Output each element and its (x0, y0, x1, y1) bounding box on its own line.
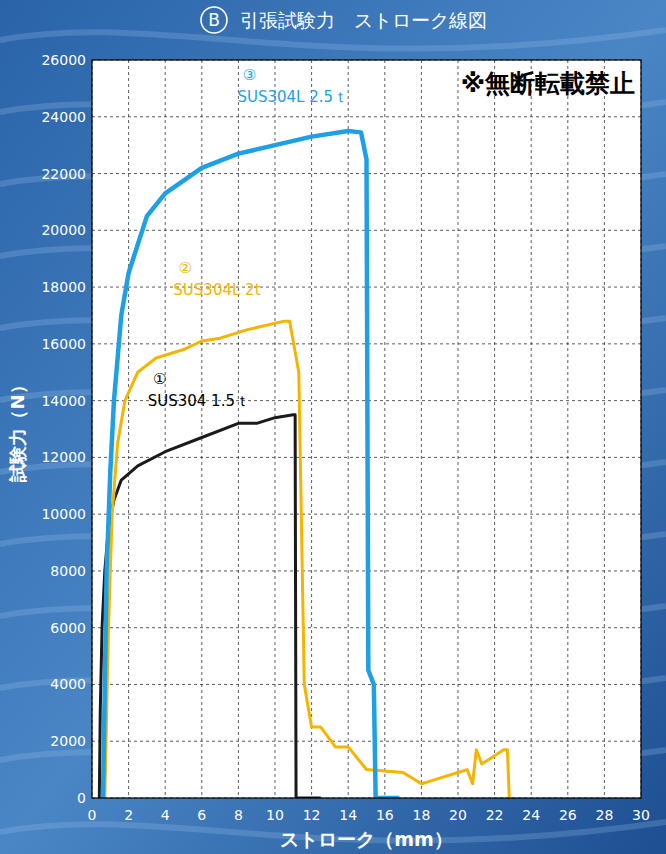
y-tick-label: 22000 (41, 166, 86, 182)
grid-line-x (311, 60, 312, 798)
grid-line-x (604, 60, 605, 798)
background (0, 0, 666, 854)
grid-line-x (238, 60, 239, 798)
x-tick-label: 6 (197, 807, 206, 823)
y-tick-label: 14000 (41, 393, 86, 409)
grid-line-x (421, 60, 422, 798)
y-tick-label: 18000 (41, 279, 86, 295)
y-tick-label: 2000 (50, 733, 86, 749)
legend-entry: SUS304 1.5ｔ (148, 392, 250, 410)
title: 引張試験力 ストローク線図 (240, 9, 487, 31)
grid-line-x (165, 60, 166, 798)
x-tick-label: 0 (88, 807, 97, 823)
x-tick-label: 24 (522, 807, 540, 823)
y-tick-label: 6000 (50, 620, 86, 636)
series-label-number: ① (153, 370, 166, 388)
x-tick-label: 16 (376, 807, 394, 823)
x-tick-label: 4 (161, 807, 170, 823)
grid-line-y (92, 116, 641, 117)
series-group (99, 131, 509, 798)
legend-entry: SUS304L 2.5ｔ (237, 88, 348, 106)
grid-line-x (348, 60, 349, 798)
series-label-number: ② (179, 259, 192, 277)
y-tick-label: 16000 (41, 336, 86, 352)
grid-line-x (567, 60, 568, 798)
title-group: B 引張試験力 ストローク線図 (201, 7, 487, 33)
y-tick-label: 20000 (41, 222, 86, 238)
y-tick-label: 8000 (50, 563, 86, 579)
series-line (99, 415, 320, 798)
y-tick-label: 10000 (41, 506, 86, 522)
y-tick-label: 0 (77, 790, 86, 806)
x-axis-title: ストローク（mm） (280, 828, 453, 850)
series-label-number: ③ (243, 66, 256, 84)
grid-line-x (128, 60, 129, 798)
x-tick-label: 30 (632, 807, 650, 823)
wave (0, 30, 666, 49)
plot-frame (92, 60, 641, 798)
annotation: ※無断転載禁止 (461, 69, 635, 98)
plot-area (92, 60, 641, 798)
grid-line-x (458, 60, 459, 798)
title-mark-circle (201, 7, 227, 33)
grid-line-x (494, 60, 495, 798)
legend-entry: SUS304L 2t (173, 281, 260, 299)
x-tick-label: 20 (449, 807, 467, 823)
y-tick-label: 26000 (41, 52, 86, 68)
grid-line-y (92, 741, 641, 742)
y-tick-label: 12000 (41, 449, 86, 465)
series-line (103, 131, 399, 798)
grid-line-x (275, 60, 276, 798)
x-tick-label: 12 (303, 807, 321, 823)
y-tick-label: 4000 (50, 676, 86, 692)
x-tick-label: 22 (486, 807, 504, 823)
x-tick-label: 2 (124, 807, 133, 823)
chart: B引張試験力 ストローク線図02468101214161820222426283… (0, 0, 666, 854)
x-tick-label: 26 (559, 807, 577, 823)
grid-line-x (384, 60, 385, 798)
title-mark: B (208, 10, 220, 30)
x-tick-label: 10 (266, 807, 284, 823)
x-tick-label: 14 (339, 807, 357, 823)
y-tick-label: 24000 (41, 109, 86, 125)
series-line (105, 321, 509, 798)
x-tick-label: 18 (412, 807, 430, 823)
x-tick-label: 8 (234, 807, 243, 823)
grid-line-x (531, 60, 532, 798)
grid-line-y (92, 684, 641, 685)
x-tick-label: 28 (595, 807, 613, 823)
y-axis-title: 試験力（N） (7, 376, 28, 482)
